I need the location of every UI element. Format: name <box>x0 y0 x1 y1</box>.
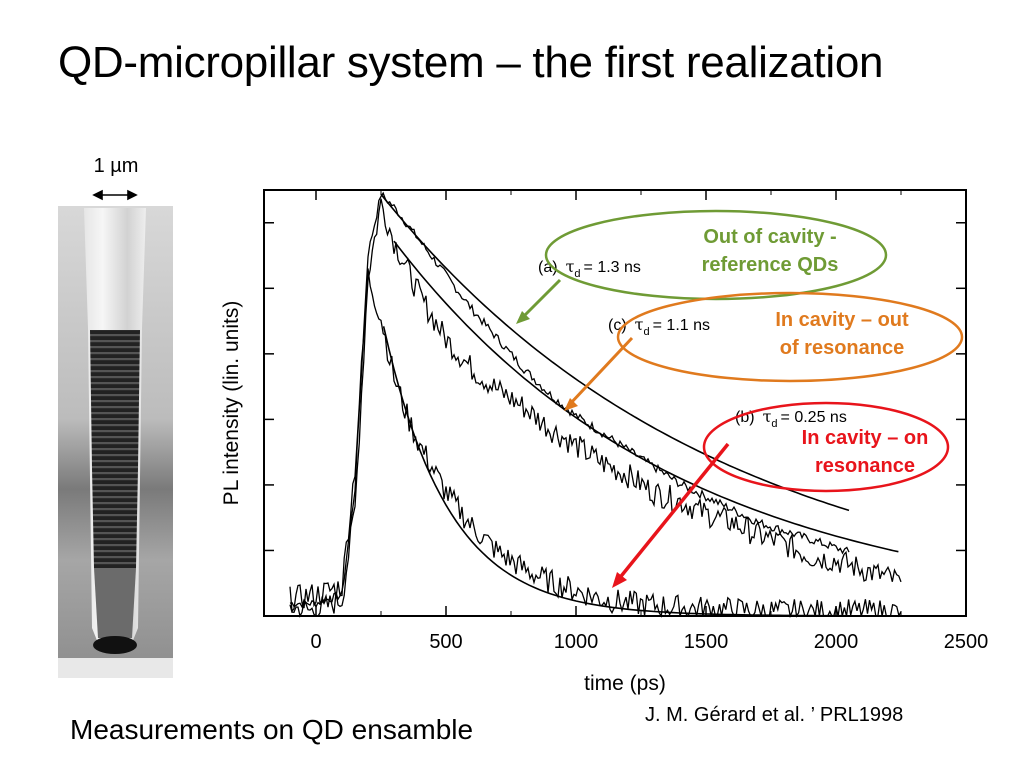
scale-bar-arrow <box>92 189 138 201</box>
in-cavity-on-line2: resonance <box>814 455 916 477</box>
x-tick-label: 2000 <box>814 631 859 653</box>
pillar-foot <box>93 636 137 654</box>
citation: J. M. Gérard et al. ’ PRL1998 <box>645 704 904 726</box>
out-of-cavity-line1: Out of cavity - <box>703 226 837 248</box>
axis-ticks <box>264 190 967 616</box>
green-arrow <box>516 278 562 324</box>
in-cavity-on-ellipse <box>702 401 950 493</box>
fit-curve-b <box>382 326 899 617</box>
x-tick-label: 2500 <box>944 631 989 653</box>
sem-bottom-band <box>58 658 173 678</box>
scale-bar-label: 1 µm <box>94 155 139 177</box>
svg-text:(a)τd= 1.3 ns: (a) τd = 1.3 ns <box>538 257 641 280</box>
series-label-a: (a) τd = 1.3 ns <box>538 257 641 280</box>
red-arrow <box>612 442 730 588</box>
bragg-mirror-stack <box>90 330 140 568</box>
series-label-b: (b) τd = 0.25 ns <box>735 407 847 430</box>
in-cavity-off-line2: of resonance <box>779 337 905 359</box>
in-cavity-off-line1: In cavity – out <box>775 309 909 331</box>
in-cavity-off-ellipse <box>616 291 964 383</box>
out-of-cavity-ellipse <box>544 209 888 301</box>
series-label-c: (c) τd = 1.1 ns <box>608 315 710 338</box>
out-of-cavity-annotation: Out of cavity - reference QDs <box>670 223 870 279</box>
data-trace-a <box>289 191 850 609</box>
x-tick-label: 1500 <box>684 631 729 653</box>
in-cavity-on-line1: In cavity – on <box>801 427 929 449</box>
out-of-cavity-line2: reference QDs <box>701 254 839 276</box>
x-tick-label: 0 <box>310 631 321 653</box>
data-trace-c <box>289 198 902 618</box>
pillar-base <box>94 568 136 638</box>
in-cavity-off-annotation: In cavity – out of resonance <box>742 306 942 362</box>
x-tick-labels: 0 500 1000 1500 2000 2500 <box>310 631 988 653</box>
pl-decay-chart: 0 500 1000 1500 2000 2500 time (ps) PL intens… <box>220 189 988 695</box>
y-axis-label: PL intensity (lin. units) <box>220 301 243 506</box>
svg-text:(c)τd= 1.1 ns: (c) τd = 1.1 ns <box>608 315 710 338</box>
data-lines <box>289 191 902 619</box>
x-tick-label: 500 <box>429 631 462 653</box>
data-trace-b <box>289 268 902 619</box>
x-tick-label: 1000 <box>554 631 599 653</box>
slide-caption: Measurements on QD ensamble <box>70 714 474 745</box>
fit-curve-a <box>380 193 850 512</box>
in-cavity-on-annotation: In cavity – on resonance <box>775 424 955 480</box>
micropillar-sem-image: 1 µm <box>58 155 173 678</box>
slide-title: QD-micropillar system – the first realiz… <box>58 38 884 87</box>
x-axis-label: time (ps) <box>584 672 666 695</box>
orange-arrow <box>564 336 634 411</box>
svg-text:(b)τd= 0.25 ns: (b) τd = 0.25 ns <box>735 407 847 430</box>
